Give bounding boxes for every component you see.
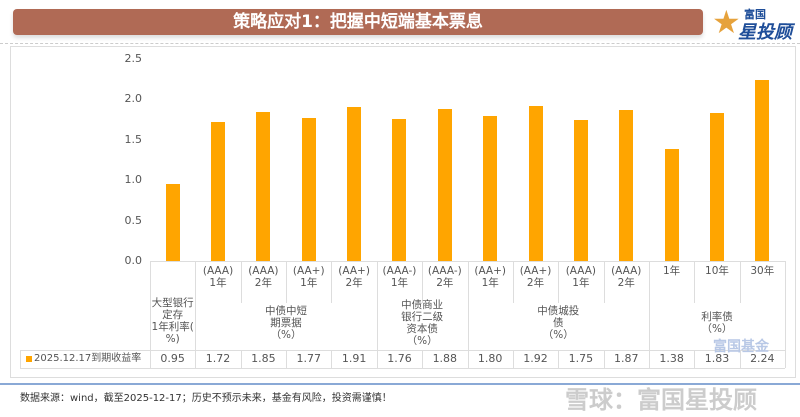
value-label: 1.88 — [432, 352, 458, 365]
table-line — [739, 261, 741, 303]
table-line — [376, 261, 378, 368]
bar — [528, 105, 543, 261]
value-label: 1.83 — [704, 352, 730, 365]
category-label: (AAA) 2年 — [248, 265, 279, 289]
value-label: 1.85 — [251, 352, 276, 365]
bar — [256, 111, 271, 261]
category-label: (AA+) 1年 — [474, 265, 506, 289]
source-note: 数据来源：wind，截至2025-12-17；历史不预示未来，基金有风险，投资需… — [20, 393, 392, 404]
table-line — [20, 350, 21, 368]
value-label: 1.72 — [205, 352, 231, 365]
bar — [211, 122, 226, 261]
table-line — [648, 261, 650, 368]
table-line — [603, 261, 605, 303]
category-label: 10年 — [705, 265, 729, 277]
table-line — [240, 350, 242, 368]
bar — [392, 118, 407, 261]
table-line — [739, 350, 741, 368]
value-label: 1.87 — [613, 352, 639, 365]
table-line — [195, 261, 197, 368]
table-line — [558, 350, 560, 368]
table-line — [422, 261, 424, 303]
table-line — [150, 261, 151, 368]
watermark-corner: 富国基金 — [713, 339, 769, 355]
bar — [664, 149, 679, 261]
value-label: 1.75 — [568, 352, 594, 365]
table-line — [20, 368, 785, 369]
bar — [573, 119, 588, 261]
group-label: 大型银行 定存 1年利率( %) — [151, 297, 194, 345]
table-line — [467, 261, 469, 368]
group-label: 中债中短 期票据 （%） — [265, 305, 308, 341]
star-icon: ★ — [712, 3, 741, 41]
category-label: (AAA-) 1年 — [382, 265, 417, 289]
value-label: 1.77 — [296, 352, 321, 365]
value-label: 1.80 — [477, 352, 503, 365]
group-label: 中债商业 银行二级 资本债 （%） — [401, 299, 444, 347]
bar — [483, 115, 498, 261]
category-label: (AAA-) 2年 — [427, 265, 462, 289]
value-label: 1.91 — [341, 352, 367, 365]
footer-divider — [0, 383, 800, 385]
legend-label: 2025.12.17到期收益率 — [34, 353, 142, 364]
bar — [755, 80, 770, 261]
table-line — [286, 261, 288, 303]
value-label: 1.76 — [387, 352, 412, 365]
category-label: 30年 — [750, 265, 775, 277]
value-label: 1.92 — [523, 352, 548, 365]
table-line — [694, 261, 696, 303]
divider — [0, 43, 800, 44]
bar — [619, 109, 634, 261]
table-line — [286, 350, 288, 368]
table-line — [422, 350, 424, 368]
table-line — [331, 261, 333, 303]
logo: ★ 富国 星投顾 — [712, 3, 792, 43]
table-line — [240, 261, 242, 303]
table-line — [20, 350, 785, 351]
table-line — [694, 350, 696, 368]
bar — [301, 117, 316, 261]
y-tick-label: 2.0 — [124, 92, 143, 106]
y-tick-label: 1.0 — [124, 173, 143, 187]
table-line — [603, 350, 605, 368]
category-label: (AA+) 2年 — [338, 265, 370, 289]
value-label: 0.95 — [160, 352, 185, 365]
category-label: (AAA) 2年 — [611, 265, 642, 289]
y-tick-label: 1.5 — [124, 132, 143, 146]
bar — [165, 184, 180, 261]
legend-swatch — [26, 356, 32, 362]
bar — [347, 106, 362, 261]
table-line — [512, 261, 514, 303]
y-tick-label: 2.5 — [124, 52, 143, 65]
category-label: (AA+) 2年 — [519, 265, 552, 289]
page-title: 策略应对1：把握中短端基本票息 — [13, 9, 703, 35]
y-tick-label: 0.0 — [124, 254, 143, 267]
y-tick-label: 0.5 — [124, 213, 143, 227]
category-label: (AAA) 1年 — [202, 265, 234, 289]
table-line — [558, 261, 560, 303]
category-label: (AAA) 1年 — [565, 265, 597, 289]
table-line — [512, 350, 514, 368]
watermark: 雪球：富国星投顾 — [565, 386, 757, 414]
group-label: 中债城投 债 （%） — [537, 305, 580, 341]
value-label: 2.24 — [750, 352, 775, 365]
table-line — [331, 350, 333, 368]
group-label: 利率债 （%） — [701, 311, 733, 335]
chart-frame — [10, 46, 796, 378]
value-label: 1.38 — [659, 352, 684, 365]
category-label: 1年 — [663, 265, 681, 277]
bar — [709, 113, 724, 261]
category-label: (AA+) 1年 — [292, 265, 325, 289]
table-line — [785, 261, 786, 368]
bar — [437, 109, 452, 261]
